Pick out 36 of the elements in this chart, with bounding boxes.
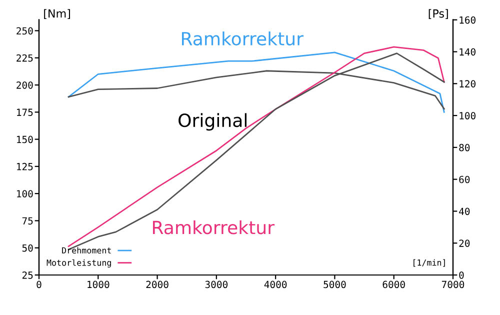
legend-label: Drehmoment [62,247,111,254]
x-tick-label: 5000 [324,280,346,288]
y-tick-label: 150 [17,136,33,144]
annotation: Ramkorrektur [182,32,304,46]
annotation: Original [178,113,247,131]
line-series [68,52,445,113]
y-tick-label: 225 [16,54,33,62]
x-tick-label: 2000 [146,280,168,288]
y2-tick-label: 20 [459,240,470,247]
y-tick-label: 125 [17,162,33,170]
y2-tick-label: 40 [459,208,470,216]
legend-label: Motorleistung [46,259,111,268]
y-tick-label: 200 [16,81,33,89]
x-tick-label: 7000 [442,280,464,288]
y-tick-label: 25 [22,272,33,279]
y-tick-label: 50 [22,244,33,252]
x-axis-title: [1/min] [414,259,445,267]
x-tick-label: 6000 [382,280,405,288]
y-tick-label: 175 [17,108,33,116]
y2-tick-label: 80 [459,144,470,152]
y2-tick-label: 0 [459,272,464,279]
x-tick-label: 4000 [264,280,287,288]
y2-tick-label: 60 [459,176,470,184]
y2-tick-label: 120 [460,80,476,88]
x-tick-label: 0 [36,280,42,288]
y2-tick-label: 100 [460,112,476,120]
y-tick-label: 100 [17,190,33,198]
y2-axis-title: [Ps] [428,9,448,19]
y-tick-label: 250 [16,27,33,35]
x-tick-label: 3000 [205,280,228,288]
x-tick-label: 1000 [88,280,110,288]
y-axis-title: [Nm] [44,9,70,19]
y2-tick-label: 140 [460,48,476,56]
y-tick-label: 75 [22,217,33,225]
annotation: Ramkorrektur [153,220,275,234]
y2-tick-label: 160 [460,16,476,24]
